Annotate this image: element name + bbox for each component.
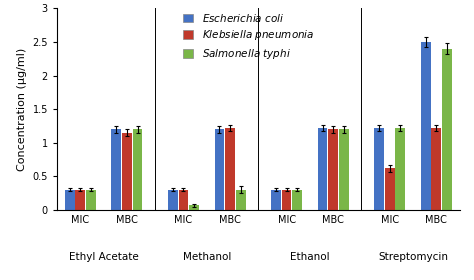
Bar [65,190,74,210]
Bar [339,129,349,210]
Bar [179,190,188,210]
Bar [75,190,85,210]
Text: Ethyl Acetate: Ethyl Acetate [69,252,138,262]
Bar [215,129,224,210]
Bar [385,168,395,210]
Bar [282,190,292,210]
Bar [318,128,328,210]
Bar [168,190,178,210]
Bar [86,190,96,210]
Bar [374,128,384,210]
Legend: $\it{Escherichia\ coli}$, $\it{Klebsiella\ pneumonia}$, $\it{Salmonella\ typhi}$: $\it{Escherichia\ coli}$, $\it{Klebsiell… [183,11,314,61]
Text: Streptomycin: Streptomycin [378,252,448,262]
Bar [292,190,302,210]
Bar [122,133,132,210]
Bar [271,190,281,210]
Bar [442,49,452,210]
Bar [236,190,246,210]
Bar [225,128,235,210]
Bar [189,205,199,210]
Y-axis label: Concentration (µg/ml): Concentration (µg/ml) [17,48,27,171]
Bar [111,129,121,210]
Bar [395,128,405,210]
Bar [328,129,338,210]
Bar [421,42,430,210]
Bar [133,129,143,210]
Bar [431,128,441,210]
Text: Methanol: Methanol [182,252,231,262]
Text: Ethanol: Ethanol [290,252,330,262]
